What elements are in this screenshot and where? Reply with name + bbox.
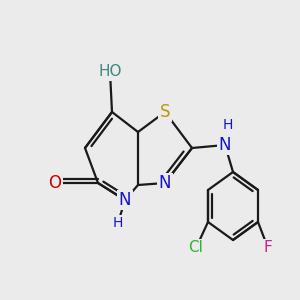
Text: H: H — [113, 216, 123, 230]
Text: N: N — [159, 174, 171, 192]
Text: F: F — [264, 241, 272, 256]
Text: O: O — [49, 174, 62, 192]
Text: N: N — [119, 191, 131, 209]
Text: S: S — [160, 103, 170, 121]
Text: HO: HO — [98, 64, 122, 80]
Text: N: N — [219, 136, 231, 154]
Text: Cl: Cl — [189, 241, 203, 256]
Text: H: H — [223, 118, 233, 132]
